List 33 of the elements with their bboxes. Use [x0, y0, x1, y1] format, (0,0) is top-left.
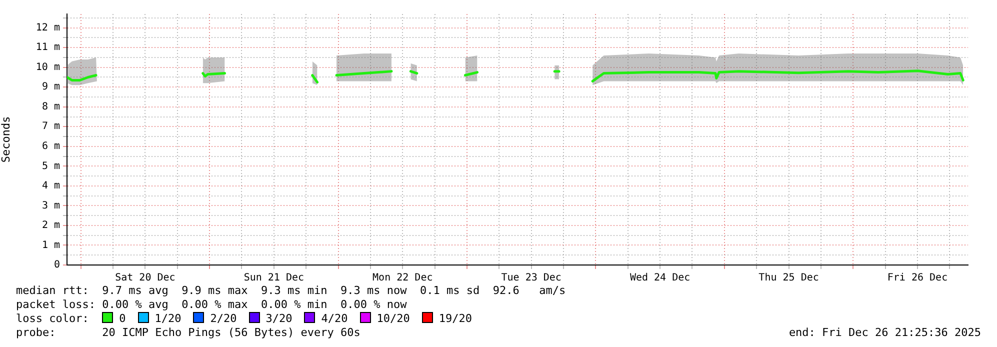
y-tick-label: 6 m: [42, 141, 60, 152]
y-tick-label: 11 m: [36, 42, 60, 54]
text: end: Fri Dec 26 21:25:36 2025: [788, 326, 981, 340]
x-tick-label: Thu 25 Dec: [758, 272, 819, 284]
text: median rtt: 9.7 ms avg 9.9 ms max 9.3 ms min 9.3 ms now 0.1 ms sd 92.6 am/s: [16, 284, 567, 298]
y-tick-label: 8 m: [42, 101, 60, 112]
legend-label: 4/20: [321, 312, 348, 325]
legend-label: 1/20: [154, 312, 182, 325]
x-tick-label: Tue 23 Dec: [501, 272, 562, 284]
y-tick-label: 4 m: [42, 180, 60, 192]
legend-label: 3/20: [266, 312, 292, 325]
legend-label: 10/20: [376, 312, 410, 325]
legend-label: 19/20: [438, 312, 472, 325]
y-tick-label: 2 m: [42, 220, 60, 232]
legend-label: 2/20: [210, 312, 237, 325]
y-tick-label: 5 m: [42, 160, 60, 172]
y-tick-label: 1 m: [42, 240, 60, 251]
y-axis-title: Seconds: [0, 116, 12, 163]
legend-label: 0: [119, 312, 126, 325]
y-tick-label: 12 m: [36, 22, 60, 34]
x-tick-label: Sun 21 Dec: [244, 272, 304, 284]
y-tick-label: 0: [54, 260, 60, 271]
y-tick-label: 3 m: [42, 200, 60, 212]
y-tick-label: 9 m: [42, 82, 60, 93]
x-tick-label: Wed 24 Dec: [630, 272, 690, 284]
x-tick-label: Mon 22 Dec: [372, 272, 433, 284]
text: probe: 20 ICMP Echo Pings (56 Bytes) every 60s: [16, 326, 360, 339]
legend-title: loss color:: [16, 312, 90, 325]
text: packet loss: 0.00 % avg 0.00 % max 0.00 % min 0.00 % now: [16, 298, 408, 312]
x-tick-label: Fri 26 Dec: [887, 272, 948, 284]
y-tick-label: 7 m: [42, 121, 60, 132]
y-tick-label: 10 m: [36, 62, 60, 73]
x-tick-label: Sat 20 Dec: [115, 272, 176, 284]
